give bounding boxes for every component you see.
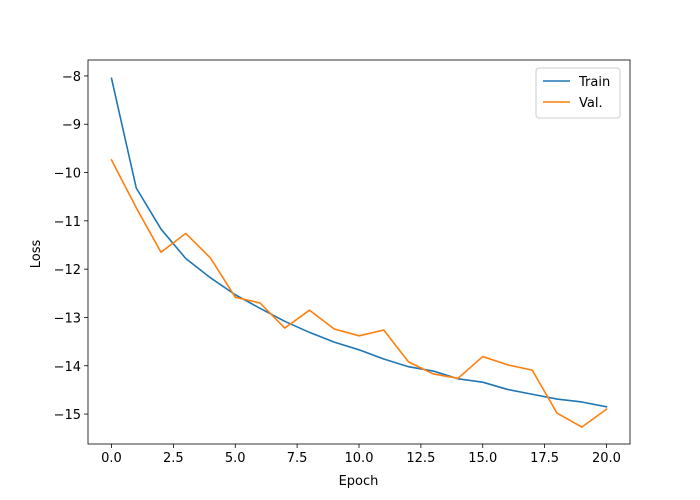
y-tick-label: −8 [62, 70, 81, 85]
y-axis: −8 −9 −10 −11 −12 −13 −14 −15 [54, 70, 88, 423]
x-tick-label: 0.0 [101, 451, 122, 466]
x-axis: 0.0 2.5 5.0 7.5 10.0 12.5 15.0 17.5 20.0 [101, 444, 621, 466]
y-tick-label: −13 [54, 311, 81, 326]
y-tick-label: −10 [54, 167, 81, 182]
y-tick-label: −14 [54, 360, 81, 375]
legend-label: Train [578, 75, 610, 90]
y-tick-label: −12 [54, 263, 81, 278]
y-tick-label: −9 [62, 118, 81, 133]
x-axis-label: Epoch [339, 474, 379, 489]
x-tick-label: 17.5 [530, 451, 559, 466]
series-line-train [110, 77, 608, 408]
x-tick-label: 20.0 [592, 451, 621, 466]
plot-area [88, 60, 630, 444]
legend-label: Val. [579, 96, 603, 111]
x-tick-label: 7.5 [287, 451, 308, 466]
y-tick-label: −15 [54, 408, 81, 423]
x-tick-label: 12.5 [406, 451, 435, 466]
plot-background [88, 60, 630, 444]
series-line-val [110, 158, 608, 428]
axes-frame [87, 59, 631, 445]
y-axis-label: Loss [29, 240, 44, 269]
x-tick-label: 5.0 [225, 451, 246, 466]
x-tick-label: 10.0 [345, 451, 374, 466]
legend: Train Val. [535, 67, 621, 119]
x-tick-label: 15.0 [468, 451, 497, 466]
axes-frame-border [87, 59, 631, 445]
series-layer [110, 77, 608, 428]
x-tick-label: 2.5 [163, 451, 184, 466]
y-tick-label: −11 [54, 215, 81, 230]
